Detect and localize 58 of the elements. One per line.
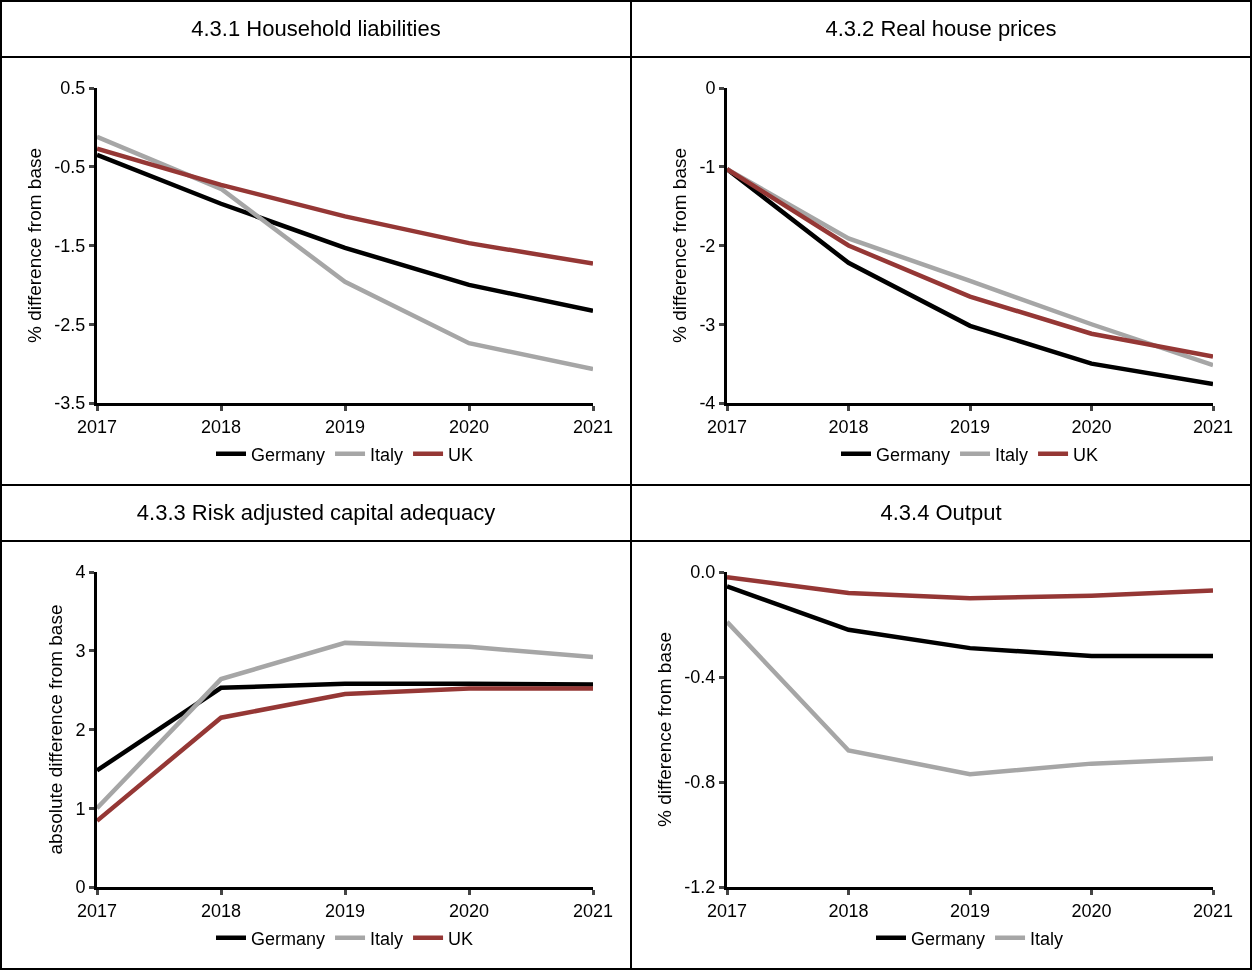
y-tick-label: -2	[699, 235, 716, 256]
x-tick-label: 2020	[1071, 900, 1112, 921]
legend-label: Germany	[911, 928, 986, 949]
legend-label: UK	[448, 928, 474, 949]
y-tick-label: 4	[75, 562, 86, 583]
chart-title: 4.3.2 Real house prices	[632, 2, 1250, 58]
y-axis-title: % difference from base	[669, 147, 691, 344]
x-tick-label: 2018	[200, 900, 242, 921]
x-tick-label: 2017	[76, 900, 118, 921]
x-tick-label: 2020	[448, 416, 490, 437]
legend-label: Germany	[251, 928, 326, 949]
y-tick-label: -3	[699, 314, 716, 335]
legend-label: UK	[1073, 444, 1099, 465]
y-tick-label: 0	[705, 78, 716, 99]
x-tick-label: 2017	[76, 416, 118, 437]
y-tick-label: 0.0	[690, 562, 716, 583]
x-tick-label: 2017	[706, 416, 748, 437]
y-tick-label: -0.8	[684, 772, 716, 793]
x-tick-label: 2019	[949, 416, 991, 437]
x-tick-label: 2019	[324, 900, 366, 921]
chart-title: 4.3.1 Household liabilities	[2, 2, 630, 58]
x-tick-label: 2019	[949, 900, 991, 921]
legend-label: Italy	[1030, 928, 1064, 949]
legend-label: UK	[448, 444, 474, 465]
x-tick-label: 2020	[1071, 416, 1112, 437]
y-tick-label: -3.5	[54, 393, 86, 414]
x-tick-label: 2019	[324, 416, 366, 437]
x-tick-label: 2018	[200, 416, 242, 437]
y-axis-title: % difference from base	[24, 147, 46, 344]
y-axis-title: absolute difference from base	[45, 604, 67, 855]
y-tick-label: 3	[75, 641, 86, 662]
y-tick-label: -0.4	[684, 667, 716, 688]
x-tick-label: 2021	[1192, 900, 1234, 921]
y-tick-label: -1	[699, 157, 716, 178]
x-tick-label: 2018	[828, 900, 869, 921]
y-tick-label: 0.5	[60, 78, 86, 99]
legend-label: Italy	[370, 444, 404, 465]
chart-title: 4.3.4 Output	[632, 486, 1250, 542]
x-tick-label: 2021	[572, 900, 614, 921]
x-tick-label: 2020	[448, 900, 490, 921]
y-tick-label: 1	[75, 798, 86, 819]
legend-label: Italy	[995, 444, 1029, 465]
x-tick-label: 2018	[828, 416, 869, 437]
legend-label: Germany	[876, 444, 951, 465]
y-tick-label: 0	[75, 877, 86, 898]
y-tick-label: -4	[699, 393, 716, 414]
legend-label: Germany	[251, 444, 326, 465]
legend-label: Italy	[370, 928, 404, 949]
x-tick-label: 2021	[572, 416, 614, 437]
y-tick-label: -1.5	[54, 235, 86, 256]
y-tick-label: 2	[75, 719, 86, 740]
y-tick-label: -1.2	[684, 877, 716, 898]
y-tick-label: -0.5	[54, 157, 86, 178]
x-tick-label: 2017	[706, 900, 748, 921]
y-tick-label: -2.5	[54, 314, 86, 335]
chart-title: 4.3.3 Risk adjusted capital adequacy	[2, 486, 630, 542]
x-tick-label: 2021	[1192, 416, 1234, 437]
y-axis-title: % difference from base	[654, 631, 676, 828]
